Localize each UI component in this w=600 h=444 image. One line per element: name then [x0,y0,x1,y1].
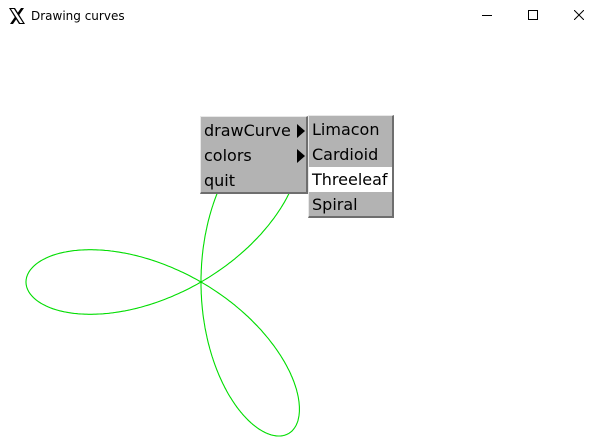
submenu-item-limacon[interactable]: Limacon [309,117,392,142]
minimize-icon [482,15,492,16]
submenu-arrow-icon [297,149,305,163]
menu-item-colors[interactable]: colors [201,143,306,168]
x11-icon [8,7,26,25]
menu-item-label: Cardioid [312,145,379,164]
minimize-button[interactable] [464,0,510,31]
menu-item-drawcurve[interactable]: drawCurve [201,118,306,143]
maximize-icon [528,10,538,20]
menu-item-label: Spiral [312,195,358,214]
window-title: Drawing curves [31,9,125,23]
main-menu: drawCurve colors quit [200,116,308,194]
menu-item-quit[interactable]: quit [201,168,306,193]
menu-item-label: colors [204,146,252,165]
maximize-button[interactable] [510,0,556,31]
drawing-canvas[interactable] [0,31,600,444]
close-icon [574,10,584,20]
menu-item-label: drawCurve [204,121,291,140]
menu-item-label: Limacon [312,120,380,139]
submenu-item-cardioid[interactable]: Cardioid [309,142,392,167]
submenu-arrow-icon [297,124,305,138]
submenu-item-spiral[interactable]: Spiral [309,192,392,217]
drawcurve-submenu: Limacon Cardioid Threeleaf Spiral [308,115,394,218]
close-button[interactable] [556,0,600,31]
three-leaf-curve [25,127,300,437]
menu-item-label: quit [204,171,236,190]
title-bar[interactable]: Drawing curves [0,0,600,31]
submenu-item-threeleaf[interactable]: Threeleaf [309,167,392,192]
menu-item-label: Threeleaf [312,170,388,189]
